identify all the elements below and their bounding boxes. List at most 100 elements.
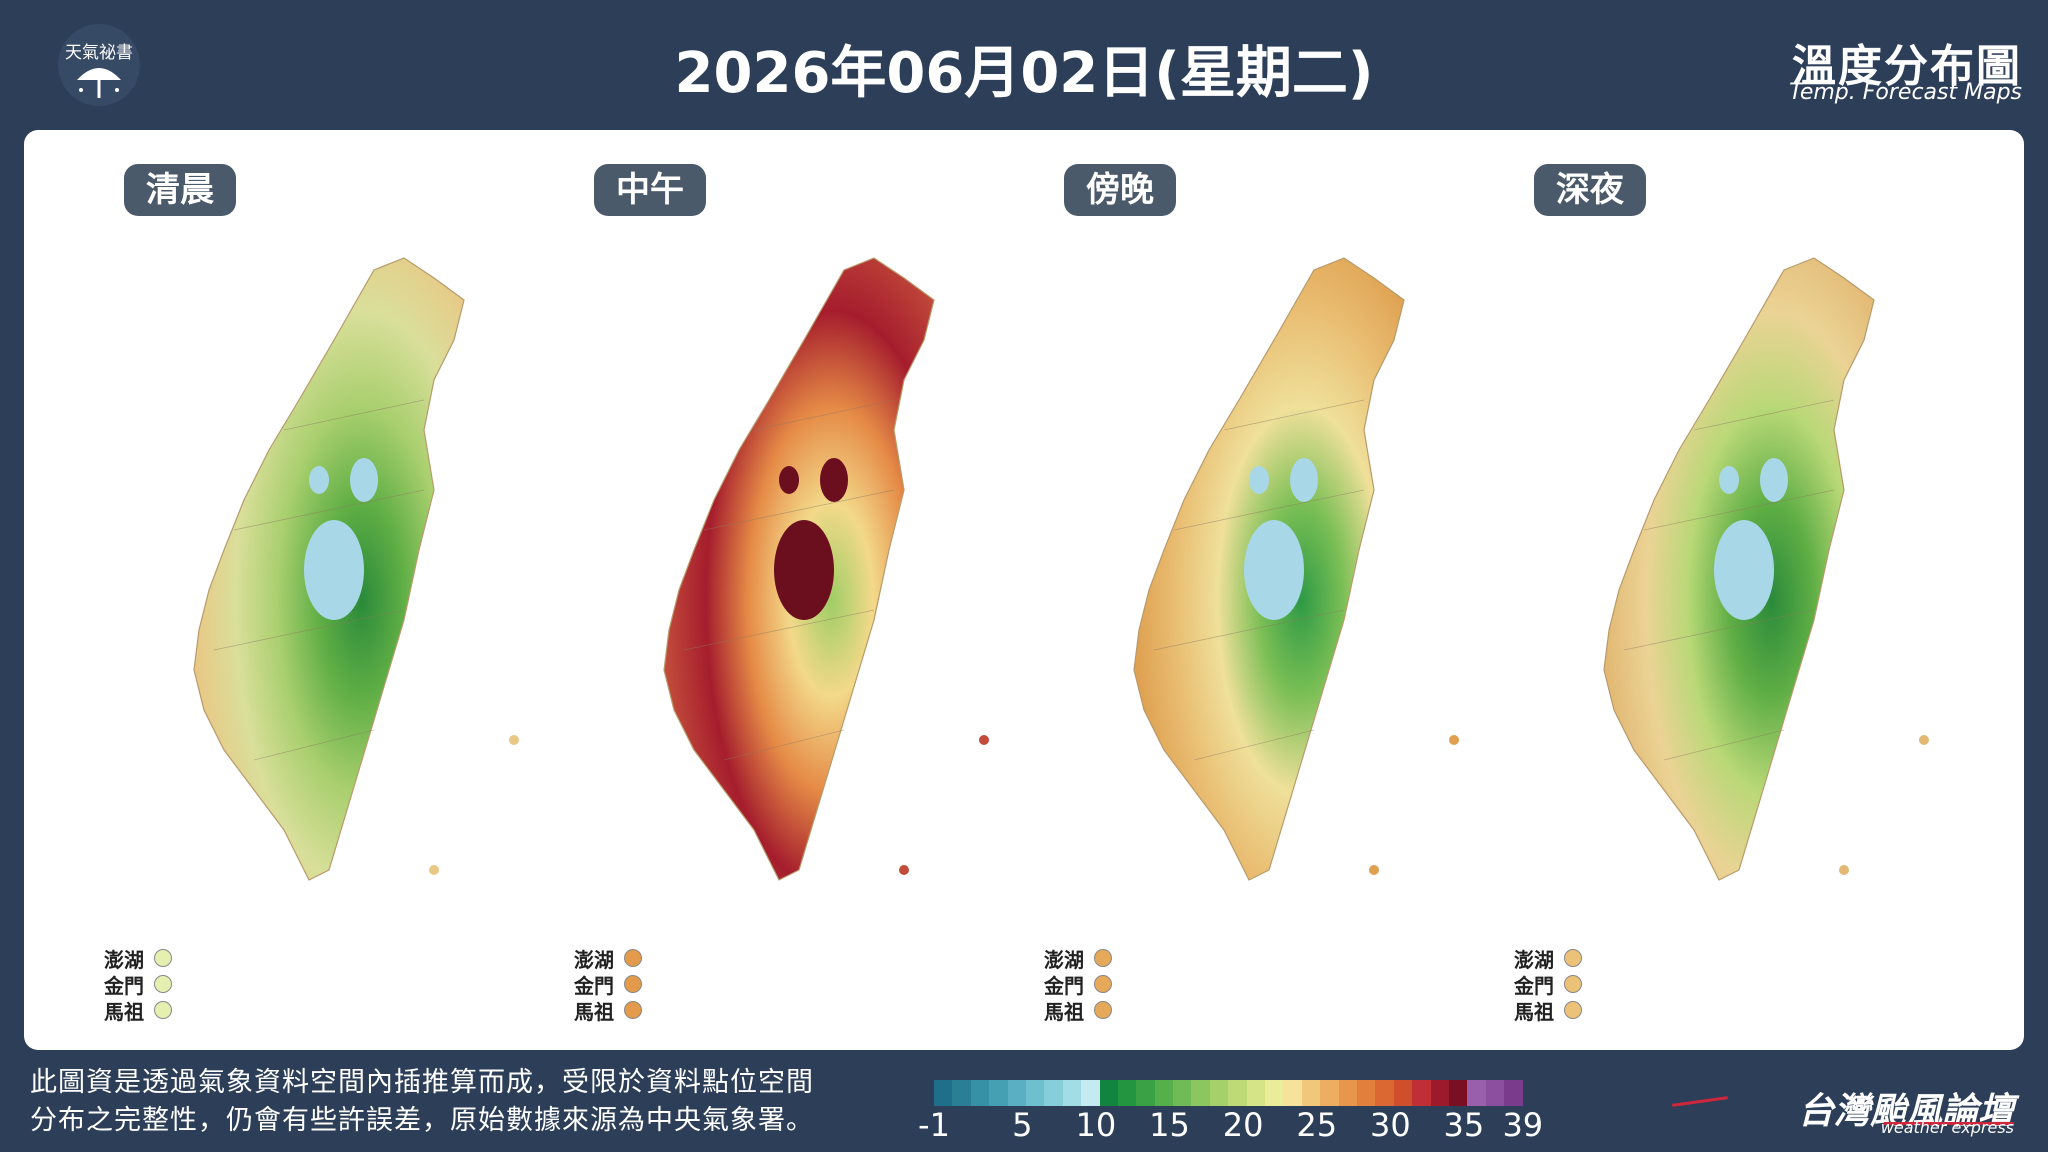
colorbar-swatch	[1338, 1080, 1357, 1106]
colorbar-swatch	[1025, 1080, 1045, 1106]
colorbar-swatch	[1485, 1080, 1505, 1106]
island-row: 澎湖	[104, 945, 172, 972]
island-label: 馬祖	[1044, 999, 1084, 1024]
island-color-dot	[624, 1001, 642, 1019]
islet	[899, 865, 909, 875]
colorbar-tick-label: 25	[1296, 1106, 1338, 1144]
island-label: 馬祖	[104, 999, 144, 1024]
county-boundary	[1193, 729, 1315, 761]
colorbar-swatch	[1209, 1080, 1229, 1106]
island-row: 馬祖	[1044, 997, 1112, 1024]
islet	[429, 865, 439, 875]
island-color-dot	[1564, 975, 1582, 993]
colorbar-swatch	[1265, 1080, 1284, 1106]
county-boundary	[753, 399, 895, 431]
colorbar-tick-label: 20	[1222, 1106, 1264, 1144]
island-color-dot	[1564, 949, 1582, 967]
county-boundary	[1643, 489, 1835, 531]
county-boundary	[723, 729, 845, 761]
map-block: 中午澎湖 金門 馬祖	[574, 130, 1044, 1050]
brand-subtitle: Temp. Forecast Maps	[1789, 80, 2022, 105]
disclaimer: 此圖資是透過氣象資料空間內插推算而成，受限於資料點位空間 分布之完整性，仍會有些…	[30, 1064, 930, 1140]
island-color-dot	[154, 1001, 172, 1019]
islet	[1919, 735, 1929, 745]
county-boundary	[1173, 489, 1365, 531]
highland-patch	[350, 458, 378, 502]
highland-patch	[1290, 458, 1318, 502]
island-row: 馬祖	[104, 997, 172, 1024]
page-title: 2026年06月02日(星期二)	[674, 41, 1374, 106]
island-label: 金門	[104, 973, 144, 998]
island-color-dot	[1094, 975, 1112, 993]
colorbar-tick-label: 15	[1149, 1106, 1190, 1144]
colorbar-tick-label: 5	[1012, 1106, 1033, 1144]
islet	[1839, 865, 1849, 875]
outlying-islands-legend: 澎湖 金門 馬祖	[1044, 945, 1112, 1024]
colorbar-tick-label: 30	[1369, 1106, 1411, 1144]
islet	[509, 735, 519, 745]
island-row: 澎湖	[574, 945, 642, 972]
logo-text: 天氣祕書	[65, 43, 133, 63]
colorbar-swatch	[1099, 1080, 1118, 1106]
highland-patch	[304, 520, 364, 620]
island-label: 金門	[574, 973, 614, 998]
taiwan-temperature-map	[663, 257, 989, 881]
logo: 天氣祕書	[58, 24, 140, 106]
colorbar-swatch	[1154, 1080, 1174, 1106]
county-boundary	[1153, 609, 1345, 651]
island-row: 金門	[1044, 971, 1112, 998]
highland-patch	[1714, 520, 1774, 620]
highland-patch	[1244, 520, 1304, 620]
colorbar-swatch	[1283, 1080, 1302, 1106]
colorbar-swatch	[1044, 1080, 1063, 1106]
map-block: 傍晚澎湖 金門 馬祖	[1044, 130, 1514, 1050]
colorbar-swatch	[1393, 1080, 1413, 1106]
period-label: 中午	[594, 164, 706, 216]
colorbar-swatch	[1356, 1080, 1376, 1106]
county-boundary	[1623, 609, 1815, 651]
brand-title: 溫度分布圖	[1792, 41, 2022, 92]
brand-accent-line	[1884, 1122, 2014, 1125]
colorbar-swatch	[952, 1080, 971, 1106]
colorbar-swatch	[1448, 1080, 1468, 1106]
island-color-dot	[1564, 1001, 1582, 1019]
highland-patch	[774, 520, 834, 620]
islet	[1449, 735, 1459, 745]
island-label: 澎湖	[104, 947, 144, 972]
colorbar-swatch	[1191, 1080, 1210, 1106]
island-label: 澎湖	[1514, 947, 1554, 972]
county-boundary	[233, 489, 425, 531]
colorbar-swatch	[1136, 1080, 1155, 1106]
highland-patch	[1760, 458, 1788, 502]
colorbar-swatch	[1320, 1080, 1339, 1106]
island-row: 澎湖	[1514, 945, 1582, 972]
taiwan-temperature-map	[193, 257, 519, 881]
island-row: 澎湖	[1044, 945, 1112, 972]
county-boundary	[683, 609, 875, 651]
island-label: 澎湖	[574, 947, 614, 972]
colorbar-swatch	[1430, 1080, 1449, 1106]
colorbar-swatch	[1117, 1080, 1137, 1106]
colorbar-swatch	[989, 1080, 1008, 1106]
highland-patch	[820, 458, 848, 502]
taiwan-temperature-map	[1133, 257, 1459, 881]
county-boundary	[703, 489, 895, 531]
county-boundary	[213, 609, 405, 651]
maps-panel: 清晨 澎湖 金門 馬祖 中午 澎湖 金門 馬祖 傍晚 澎湖 金門 馬祖 深夜 澎湖 金門 馬祖	[24, 130, 2024, 1050]
island-color-dot	[624, 949, 642, 967]
footer-brand: 台灣颱風論壇	[1797, 1091, 2014, 1132]
county-boundary	[253, 729, 375, 761]
map-block: 深夜 澎湖 金門 馬祖	[1514, 130, 1984, 1050]
island-color-dot	[154, 975, 172, 993]
period-label: 深夜	[1534, 164, 1646, 216]
colorbar-swatch	[1062, 1080, 1082, 1106]
county-boundary	[1663, 729, 1785, 761]
temperature-colorbar	[934, 1080, 1523, 1106]
outlying-islands-legend: 澎湖 金門 馬祖	[574, 945, 642, 1024]
highland-patch	[1719, 466, 1739, 494]
umbrella-icon	[77, 68, 121, 98]
island-row: 金門	[1514, 971, 1582, 998]
islet	[979, 735, 989, 745]
disclaimer-line: 分布之完整性，仍會有些許誤差，原始數據來源為中央氣象署。	[30, 1105, 814, 1136]
period-label: 傍晚	[1064, 164, 1176, 216]
